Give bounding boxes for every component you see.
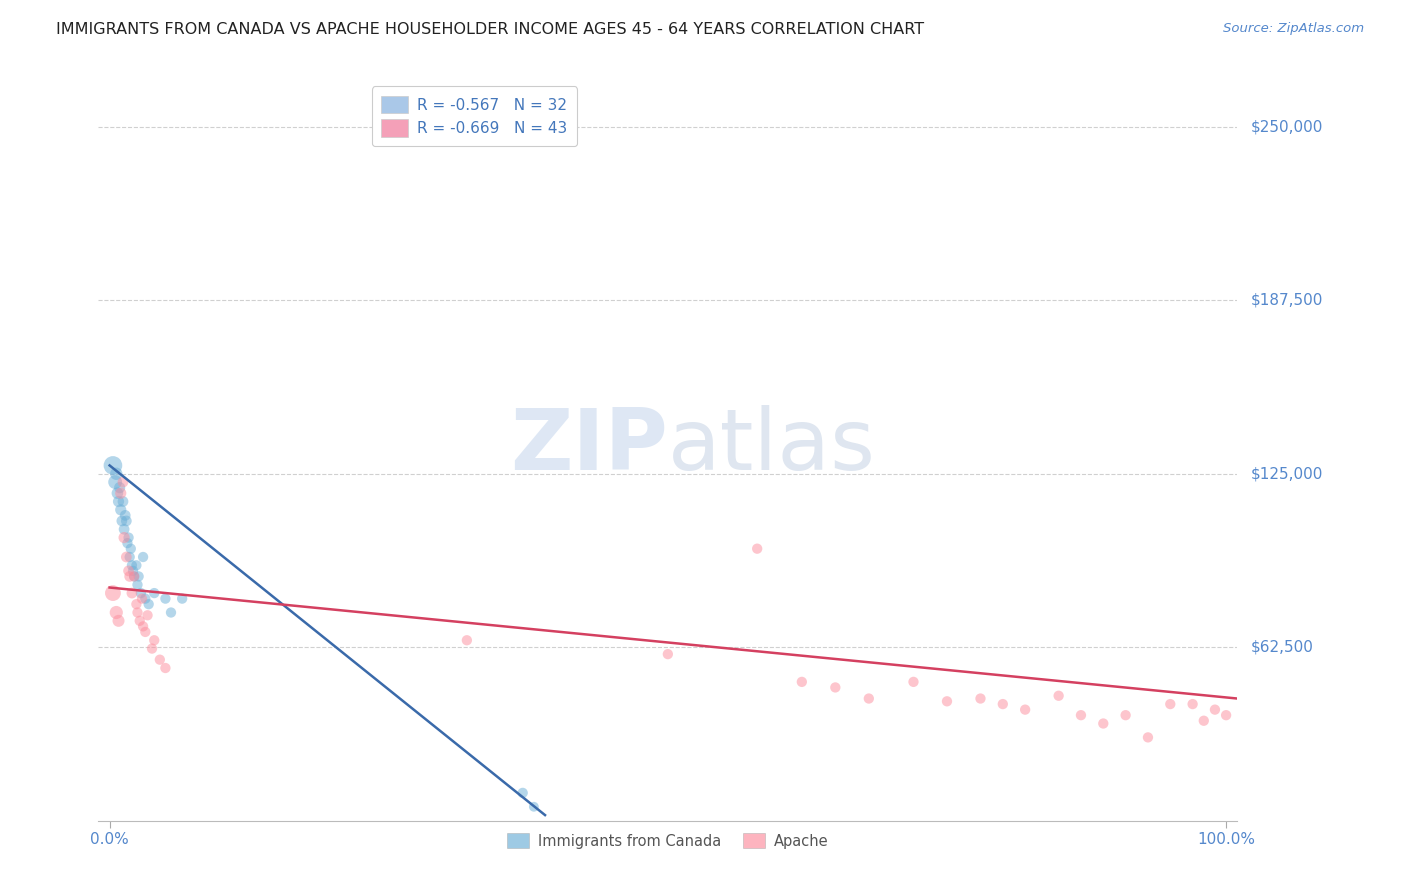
Point: [105, 467, 128, 481]
Point: [118, 569, 141, 583]
Point: [125, 558, 148, 573]
Point: [128, 569, 150, 583]
Point: [111, 475, 134, 489]
Point: [1014, 703, 1036, 717]
Point: [143, 633, 166, 648]
Point: [149, 653, 172, 667]
Point: [172, 591, 194, 606]
Point: [112, 531, 135, 545]
Point: [121, 586, 143, 600]
Point: [1181, 697, 1204, 711]
Point: [936, 694, 959, 708]
Point: [111, 514, 134, 528]
Point: [138, 597, 160, 611]
Point: [1136, 731, 1159, 745]
Point: [523, 799, 546, 814]
Point: [129, 586, 152, 600]
Text: $250,000: $250,000: [1251, 120, 1323, 135]
Text: ZIP: ZIP: [510, 404, 668, 488]
Point: [132, 619, 155, 633]
Point: [903, 674, 925, 689]
Point: [512, 786, 534, 800]
Point: [125, 597, 148, 611]
Point: [1159, 697, 1181, 711]
Point: [136, 608, 159, 623]
Point: [118, 549, 141, 564]
Point: [114, 508, 136, 523]
Point: [105, 606, 128, 620]
Point: [110, 486, 132, 500]
Point: [127, 606, 149, 620]
Point: [108, 481, 131, 495]
Point: [1204, 703, 1226, 717]
Point: [1047, 689, 1070, 703]
Point: [107, 486, 129, 500]
Point: [117, 531, 139, 545]
Point: [117, 536, 139, 550]
Point: [134, 624, 156, 639]
Point: [155, 591, 177, 606]
Point: [1115, 708, 1137, 723]
Point: [1215, 708, 1237, 723]
Point: [107, 494, 129, 508]
Point: [122, 569, 145, 583]
Point: [122, 564, 145, 578]
Point: [824, 681, 846, 695]
Point: [122, 569, 145, 583]
Point: [1070, 708, 1092, 723]
Point: [747, 541, 769, 556]
Point: [111, 494, 134, 508]
Point: [107, 614, 129, 628]
Text: atlas: atlas: [668, 404, 876, 488]
Point: [110, 503, 132, 517]
Point: [134, 591, 156, 606]
Text: Source: ZipAtlas.com: Source: ZipAtlas.com: [1223, 22, 1364, 36]
Point: [115, 549, 138, 564]
Text: IMMIGRANTS FROM CANADA VS APACHE HOUSEHOLDER INCOME AGES 45 - 64 YEARS CORRELATI: IMMIGRANTS FROM CANADA VS APACHE HOUSEHO…: [56, 22, 924, 37]
Legend: Immigrants from Canada, Apache: Immigrants from Canada, Apache: [502, 828, 834, 855]
Point: [790, 674, 813, 689]
Point: [657, 647, 679, 661]
Text: $187,500: $187,500: [1251, 293, 1323, 308]
Point: [160, 606, 183, 620]
Point: [112, 522, 135, 536]
Point: [1192, 714, 1215, 728]
Point: [969, 691, 991, 706]
Point: [132, 549, 155, 564]
Point: [117, 564, 139, 578]
Point: [131, 591, 153, 606]
Point: [155, 661, 177, 675]
Point: [1092, 716, 1115, 731]
Point: [115, 514, 138, 528]
Point: [456, 633, 478, 648]
Point: [141, 641, 163, 656]
Point: [101, 586, 124, 600]
Point: [101, 458, 124, 473]
Point: [128, 614, 150, 628]
Text: $62,500: $62,500: [1251, 640, 1315, 655]
Point: [120, 541, 142, 556]
Point: [121, 558, 143, 573]
Point: [858, 691, 880, 706]
Point: [991, 697, 1014, 711]
Point: [104, 475, 127, 489]
Point: [127, 578, 149, 592]
Text: $125,000: $125,000: [1251, 467, 1323, 482]
Point: [143, 586, 166, 600]
